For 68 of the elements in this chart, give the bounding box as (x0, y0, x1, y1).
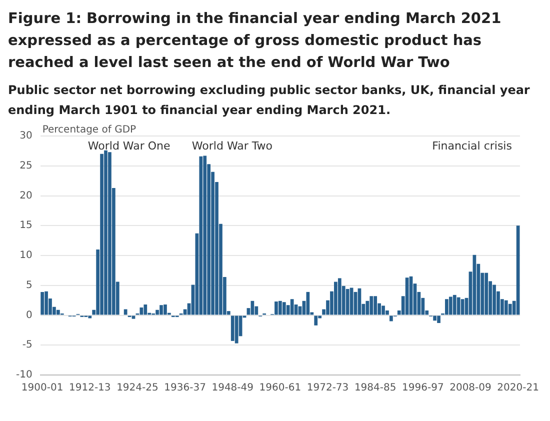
x-tick-label: 1948-49 (212, 382, 254, 394)
bar (492, 284, 496, 315)
bar (160, 305, 163, 315)
bar (203, 156, 207, 315)
y-tick-label: 0 (26, 310, 32, 321)
x-tick-label: 1984-85 (354, 382, 396, 394)
bar (56, 310, 60, 315)
bar (40, 292, 44, 315)
bar (234, 316, 238, 344)
x-tick-label: 1972-73 (306, 382, 349, 394)
x-tick-label: 1924-25 (116, 382, 158, 394)
bar (370, 296, 374, 315)
annotation: World War Two (192, 139, 273, 152)
bar (282, 302, 286, 315)
bar (445, 299, 448, 315)
bar (100, 154, 104, 315)
chart-subtitle: Public sector net borrowing excluding public sector banks, UK, financial year ending March 1901 to financial year ending March 2021. (8, 82, 531, 119)
y-tick-label: -5 (22, 340, 32, 351)
bar (437, 316, 440, 324)
bar (274, 302, 278, 315)
y-tick-label: 20 (20, 190, 32, 202)
bar (334, 282, 338, 315)
bar (374, 296, 378, 315)
bar (456, 297, 460, 315)
bar (199, 156, 203, 315)
y-tick-label: 5 (26, 280, 32, 291)
bar (508, 304, 512, 315)
bar (164, 304, 167, 315)
bar (144, 304, 148, 315)
bar (382, 306, 385, 315)
y-tick-label: 25 (20, 160, 32, 172)
y-axis-title: Percentage of GDP (42, 124, 136, 136)
bar (504, 300, 508, 315)
bar (354, 292, 358, 315)
x-tick-label: 1912-13 (68, 382, 111, 394)
bar (452, 294, 456, 315)
annotation: World War One (88, 139, 170, 152)
bar (314, 316, 318, 326)
bar (460, 299, 464, 315)
bar (346, 288, 350, 315)
bar (278, 300, 282, 315)
x-tick-label: 2020-21 (497, 382, 539, 394)
x-tick-label: 2008-09 (450, 382, 492, 394)
bar (306, 292, 310, 315)
bar (405, 278, 409, 315)
y-tick-label: -10 (16, 370, 32, 381)
bar (338, 278, 342, 315)
x-tick-label: 1936-37 (164, 382, 206, 394)
x-tick-label: 1996-97 (402, 382, 444, 394)
annotation: Financial crisis (432, 139, 512, 152)
bar (484, 272, 488, 315)
x-tick-label: 1960-61 (259, 382, 302, 394)
bar (230, 316, 234, 341)
bar (250, 300, 254, 315)
y-tick-label: 30 (20, 130, 32, 142)
bar (44, 291, 48, 315)
y-tick-label: 15 (20, 220, 32, 232)
bar (124, 309, 128, 315)
bar (108, 152, 112, 315)
chart-title: Figure 1: Borrowing in the financial year ending March 2021 expressed as a percentage of gross domestic product has reached a level last seen at the end of World War Two (8, 10, 502, 73)
bar (290, 299, 294, 315)
x-tick-label: 1900-01 (21, 382, 64, 394)
bar (433, 316, 436, 321)
bar (140, 307, 144, 315)
bar (104, 150, 108, 315)
bar (448, 296, 452, 315)
y-tick-label: 10 (20, 250, 32, 262)
bar (390, 316, 393, 322)
